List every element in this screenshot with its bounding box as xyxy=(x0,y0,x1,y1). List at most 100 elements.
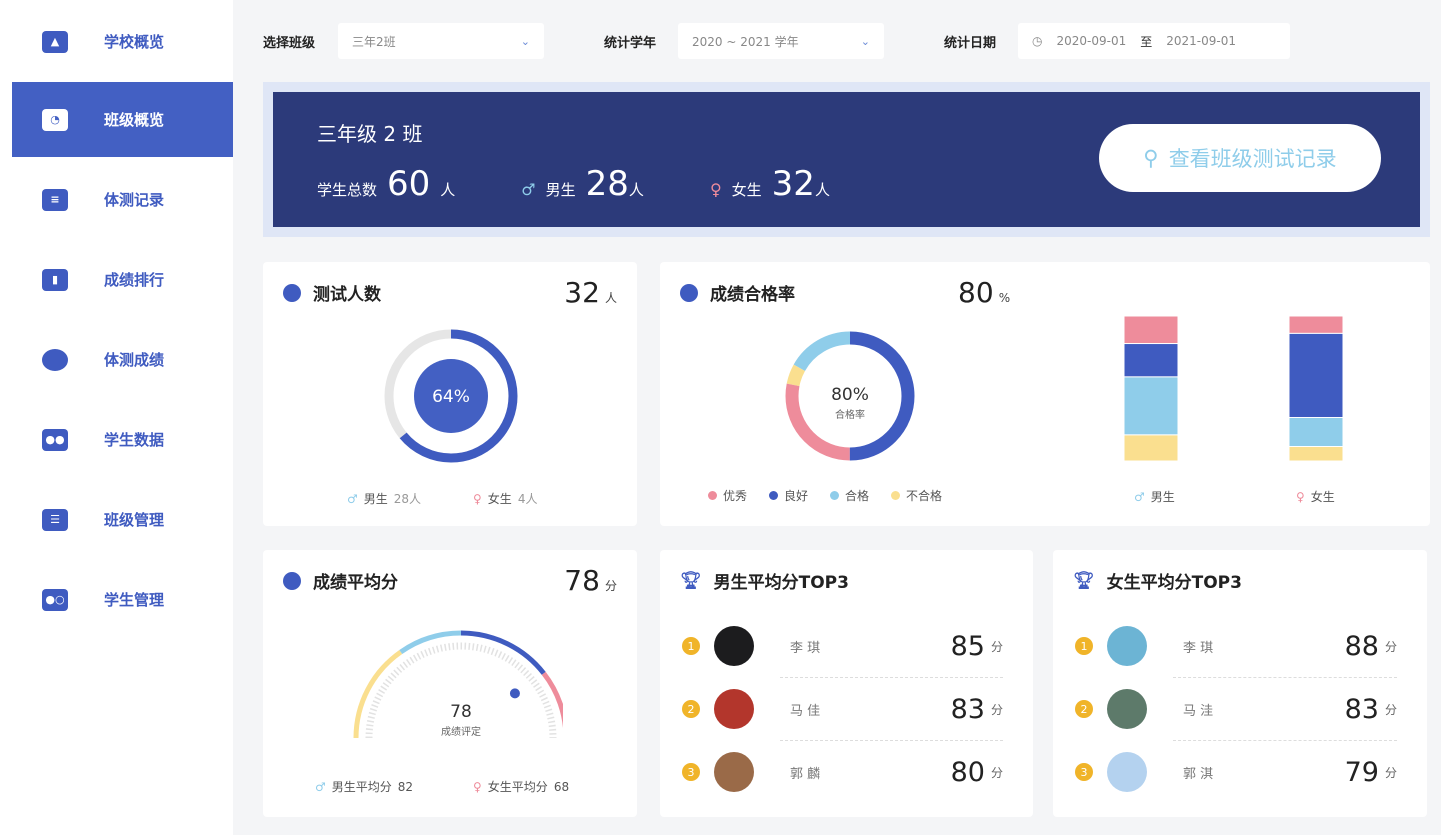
student-score: 83 xyxy=(950,693,985,725)
school-icon: ▲ xyxy=(42,30,68,53)
sidebar-item-school-overview[interactable]: ▲ 学校概览 xyxy=(12,4,233,79)
donut-center-value: 80% xyxy=(831,385,869,405)
student-name: 李 琪 xyxy=(790,640,821,656)
verified-badge-icon xyxy=(680,283,698,302)
sidebar-item-test-scores[interactable]: 体测成绩 xyxy=(12,322,233,397)
student-score: 80 xyxy=(950,756,985,788)
donut-center-label: 合格率 xyxy=(835,408,865,421)
rank-row[interactable]: 3 郭 淇 79 分 xyxy=(1053,742,1427,802)
avatar xyxy=(714,626,754,666)
date-start[interactable]: 2020-09-01 xyxy=(1056,34,1127,48)
male-bar-good xyxy=(1123,343,1179,378)
sidebar: ▲ 学校概览 ◔ 班级概览 ≡ 体测记录 ▮ 成绩排行 体测成绩 ●● 学生数据 ☰ 班级管… xyxy=(0,0,233,835)
rank-row[interactable]: 1 李 琪 85 分 xyxy=(660,616,1033,676)
gauge-segment-excellent xyxy=(541,671,563,729)
score-unit: 分 xyxy=(990,765,1003,780)
rank-badge: 3 xyxy=(682,763,700,781)
legend-fail: 不合格 xyxy=(891,487,942,504)
gauge-segment-fail xyxy=(353,649,403,739)
class-board-icon: ◔ xyxy=(42,108,68,131)
clock-icon: ◷ xyxy=(1032,34,1043,48)
document-icon: ≡ xyxy=(42,188,68,211)
male-bar-excellent xyxy=(1123,316,1179,345)
year-select[interactable]: 2020 ~ 2021 学年 ⌄ xyxy=(678,23,884,59)
rank-row[interactable]: 2 马 洼 83 分 xyxy=(1053,679,1427,739)
card-title: 男生平均分TOP3 xyxy=(713,573,849,593)
female-unit: 人 xyxy=(814,181,830,199)
female-icon: ♀ xyxy=(709,180,722,199)
class-banner: 三年级 2 班 学生总数 60 人 ♂ 男生 28 人 ♀ 女生 32 人 ⚲ 查看班… xyxy=(273,92,1420,227)
student-name: 郭 淇 xyxy=(1183,766,1214,782)
male-avg-value: 82 xyxy=(397,779,414,794)
unit: 分 xyxy=(604,579,617,593)
female-icon: ♀ xyxy=(1296,489,1305,504)
sidebar-item-student-data[interactable]: ●● 学生数据 xyxy=(12,402,233,477)
female-avg-value: 68 xyxy=(553,779,570,794)
sidebar-item-label: 体测成绩 xyxy=(104,351,165,369)
female-bar-good xyxy=(1288,332,1344,418)
sidebar-item-ranking[interactable]: ▮ 成绩排行 xyxy=(12,242,233,317)
sidebar-item-student-manage[interactable]: ●○ 学生管理 xyxy=(12,562,233,637)
avatar xyxy=(1107,752,1147,792)
unit: 人 xyxy=(604,291,617,305)
avg-score-value: 78 xyxy=(564,564,600,597)
sidebar-item-label: 班级管理 xyxy=(104,511,165,529)
class-select[interactable]: 三年2班 ⌄ xyxy=(338,23,544,59)
sidebar-item-class-manage[interactable]: ☰ 班级管理 xyxy=(12,482,233,557)
sidebar-item-label: 学校概览 xyxy=(104,33,165,51)
avatar xyxy=(714,752,754,792)
date-range-picker[interactable]: ◷ 2020-09-01 至 2021-09-01 xyxy=(1018,23,1290,59)
total-label: 学生总数 xyxy=(317,181,378,199)
date-separator: 至 xyxy=(1140,34,1153,49)
trophy-icon: 🏆︎ xyxy=(680,570,702,591)
score-unit: 分 xyxy=(990,702,1003,717)
rank-row[interactable]: 1 李 琪 88 分 xyxy=(1053,616,1427,676)
sidebar-item-class-overview[interactable]: ◔ 班级概览 xyxy=(12,82,233,157)
sidebar-item-test-records[interactable]: ≡ 体测记录 xyxy=(12,162,233,237)
test-count-card: 测试人数 32 人 64% ♂ 男生 28人 ♀ 女生 4人 xyxy=(263,262,637,526)
search-icon: ⚲ xyxy=(1143,146,1159,170)
female-label: 女生 xyxy=(1310,490,1335,504)
class-select-value: 三年2班 xyxy=(352,34,396,49)
rank-row[interactable]: 3 郭 麟 80 分 xyxy=(660,742,1033,802)
rank-badge: 3 xyxy=(1075,763,1093,781)
male-icon: ♂ xyxy=(1134,489,1145,504)
female-icon: ♀ xyxy=(473,491,482,506)
gauge-label: 成绩评定 xyxy=(441,725,481,738)
ring-center xyxy=(414,359,488,433)
gauge-value: 78 xyxy=(450,702,472,722)
male-count: 28人 xyxy=(393,492,422,506)
score-unit: 分 xyxy=(1384,639,1397,654)
girls-top3-card: 🏆︎ 女生平均分TOP3 1 李 琪 88 分 2 马 洼 83 分 3 郭 淇 79 分 xyxy=(1053,550,1427,817)
row-divider xyxy=(1173,740,1397,741)
chevron-down-icon: ⌄ xyxy=(860,34,870,48)
avatar xyxy=(1107,626,1147,666)
test-count-ring: 64% xyxy=(384,329,518,463)
rank-badge: 2 xyxy=(682,700,700,718)
gauge-ticks xyxy=(365,642,557,739)
card-title: 成绩合格率 xyxy=(710,285,795,305)
sidebar-item-label: 学生管理 xyxy=(104,591,165,609)
date-end[interactable]: 2021-09-01 xyxy=(1166,34,1236,48)
trophy-icon: 🏆︎ xyxy=(1073,570,1095,591)
chevron-down-icon: ⌄ xyxy=(520,34,530,48)
male-bar-pass xyxy=(1123,376,1179,436)
rank-row[interactable]: 2 马 佳 83 分 xyxy=(660,679,1033,739)
female-count: 32 xyxy=(771,164,815,204)
female-count: 4人 xyxy=(517,492,538,506)
male-icon: ♂ xyxy=(521,180,536,199)
podium-icon: ▮ xyxy=(42,268,68,291)
male-icon: ♂ xyxy=(347,491,358,506)
card-title: 成绩平均分 xyxy=(313,573,398,593)
avatar xyxy=(1107,689,1147,729)
male-count: 28 xyxy=(585,164,629,204)
male-avg-label: 男生平均分 xyxy=(331,780,392,794)
total-count: 60 xyxy=(387,164,431,204)
year-filter-label: 统计学年 xyxy=(604,36,657,51)
view-test-records-button[interactable]: ⚲ 查看班级测试记录 xyxy=(1099,124,1381,192)
legend-good: 良好 xyxy=(769,487,808,504)
boys-top3-card: 🏆︎ 男生平均分TOP3 1 李 琪 85 分 2 马 佳 83 分 3 郭 麟 80 分 xyxy=(660,550,1033,817)
medal-icon xyxy=(283,571,301,590)
rank-badge: 2 xyxy=(1075,700,1093,718)
avg-score-card: 成绩平均分 78 分 78 成绩评定 ♂ 男生平均分 82 ♀ 女生平均分 68 xyxy=(263,550,637,817)
